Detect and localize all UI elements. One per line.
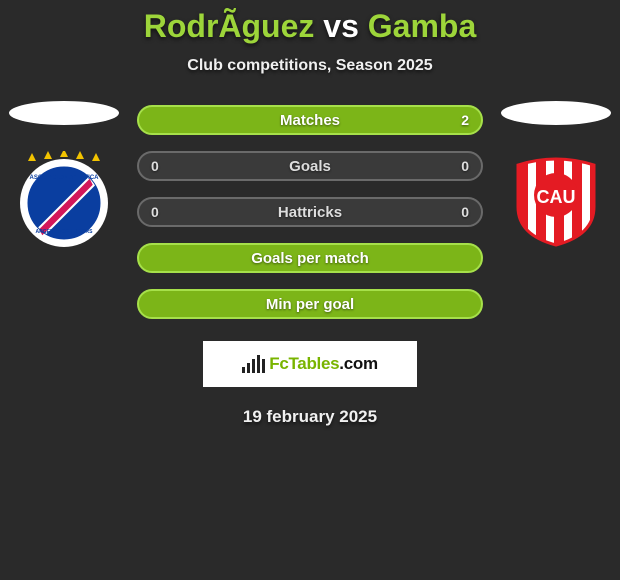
stat-label: Goals per match bbox=[251, 250, 369, 267]
date-text: 19 february 2025 bbox=[0, 407, 620, 427]
left-side: ASOCIACION ATLETICA ARGENTINOS JUNIORS bbox=[9, 101, 119, 247]
stat-left-value: 0 bbox=[151, 158, 159, 174]
svg-text:CAU: CAU bbox=[537, 187, 576, 207]
svg-text:ASOCIACION ATLETICA: ASOCIACION ATLETICA bbox=[30, 175, 100, 181]
title-left: RodrÃ­guez bbox=[144, 8, 315, 44]
bars-icon bbox=[242, 355, 265, 373]
stat-left-value: 0 bbox=[151, 204, 159, 220]
left-player-photo bbox=[9, 101, 119, 125]
svg-text:ARGENTINOS JUNIORS: ARGENTINOS JUNIORS bbox=[36, 229, 94, 235]
argentinos-crest-icon: ASOCIACION ATLETICA ARGENTINOS JUNIORS bbox=[16, 151, 112, 247]
stat-right-value: 0 bbox=[461, 204, 469, 220]
left-crest: ASOCIACION ATLETICA ARGENTINOS JUNIORS bbox=[16, 151, 112, 247]
title-right: Gamba bbox=[368, 8, 476, 44]
right-side: CAU bbox=[501, 101, 611, 247]
right-crest: CAU bbox=[508, 151, 604, 247]
stat-label: Matches bbox=[280, 112, 340, 129]
watermark-text: FcTables.com bbox=[269, 354, 378, 374]
stat-label: Hattricks bbox=[278, 204, 342, 221]
union-crest-icon: CAU bbox=[508, 151, 604, 247]
card: RodrÃ­guez vs Gamba Club competitions, S… bbox=[0, 0, 620, 427]
stat-row-goals: 0 Goals 0 bbox=[137, 151, 483, 181]
stat-right-value: 0 bbox=[461, 158, 469, 174]
page-title: RodrÃ­guez vs Gamba bbox=[0, 8, 620, 45]
right-player-photo bbox=[501, 101, 611, 125]
stat-label: Min per goal bbox=[266, 296, 354, 313]
stats-column: Matches 2 0 Goals 0 0 Hattricks 0 Goals … bbox=[137, 101, 483, 319]
watermark-link[interactable]: FcTables.com bbox=[203, 341, 417, 387]
stat-label: Goals bbox=[289, 158, 331, 175]
title-vs: vs bbox=[323, 8, 359, 44]
watermark-brand: FcTables bbox=[269, 354, 339, 373]
stat-row-matches: Matches 2 bbox=[137, 105, 483, 135]
stat-row-mpg: Min per goal bbox=[137, 289, 483, 319]
stat-right-value: 2 bbox=[461, 112, 469, 128]
watermark-suffix: .com bbox=[339, 354, 377, 373]
subtitle: Club competitions, Season 2025 bbox=[0, 57, 620, 75]
main-area: ASOCIACION ATLETICA ARGENTINOS JUNIORS M… bbox=[0, 101, 620, 319]
stat-row-gpm: Goals per match bbox=[137, 243, 483, 273]
stat-row-hattricks: 0 Hattricks 0 bbox=[137, 197, 483, 227]
